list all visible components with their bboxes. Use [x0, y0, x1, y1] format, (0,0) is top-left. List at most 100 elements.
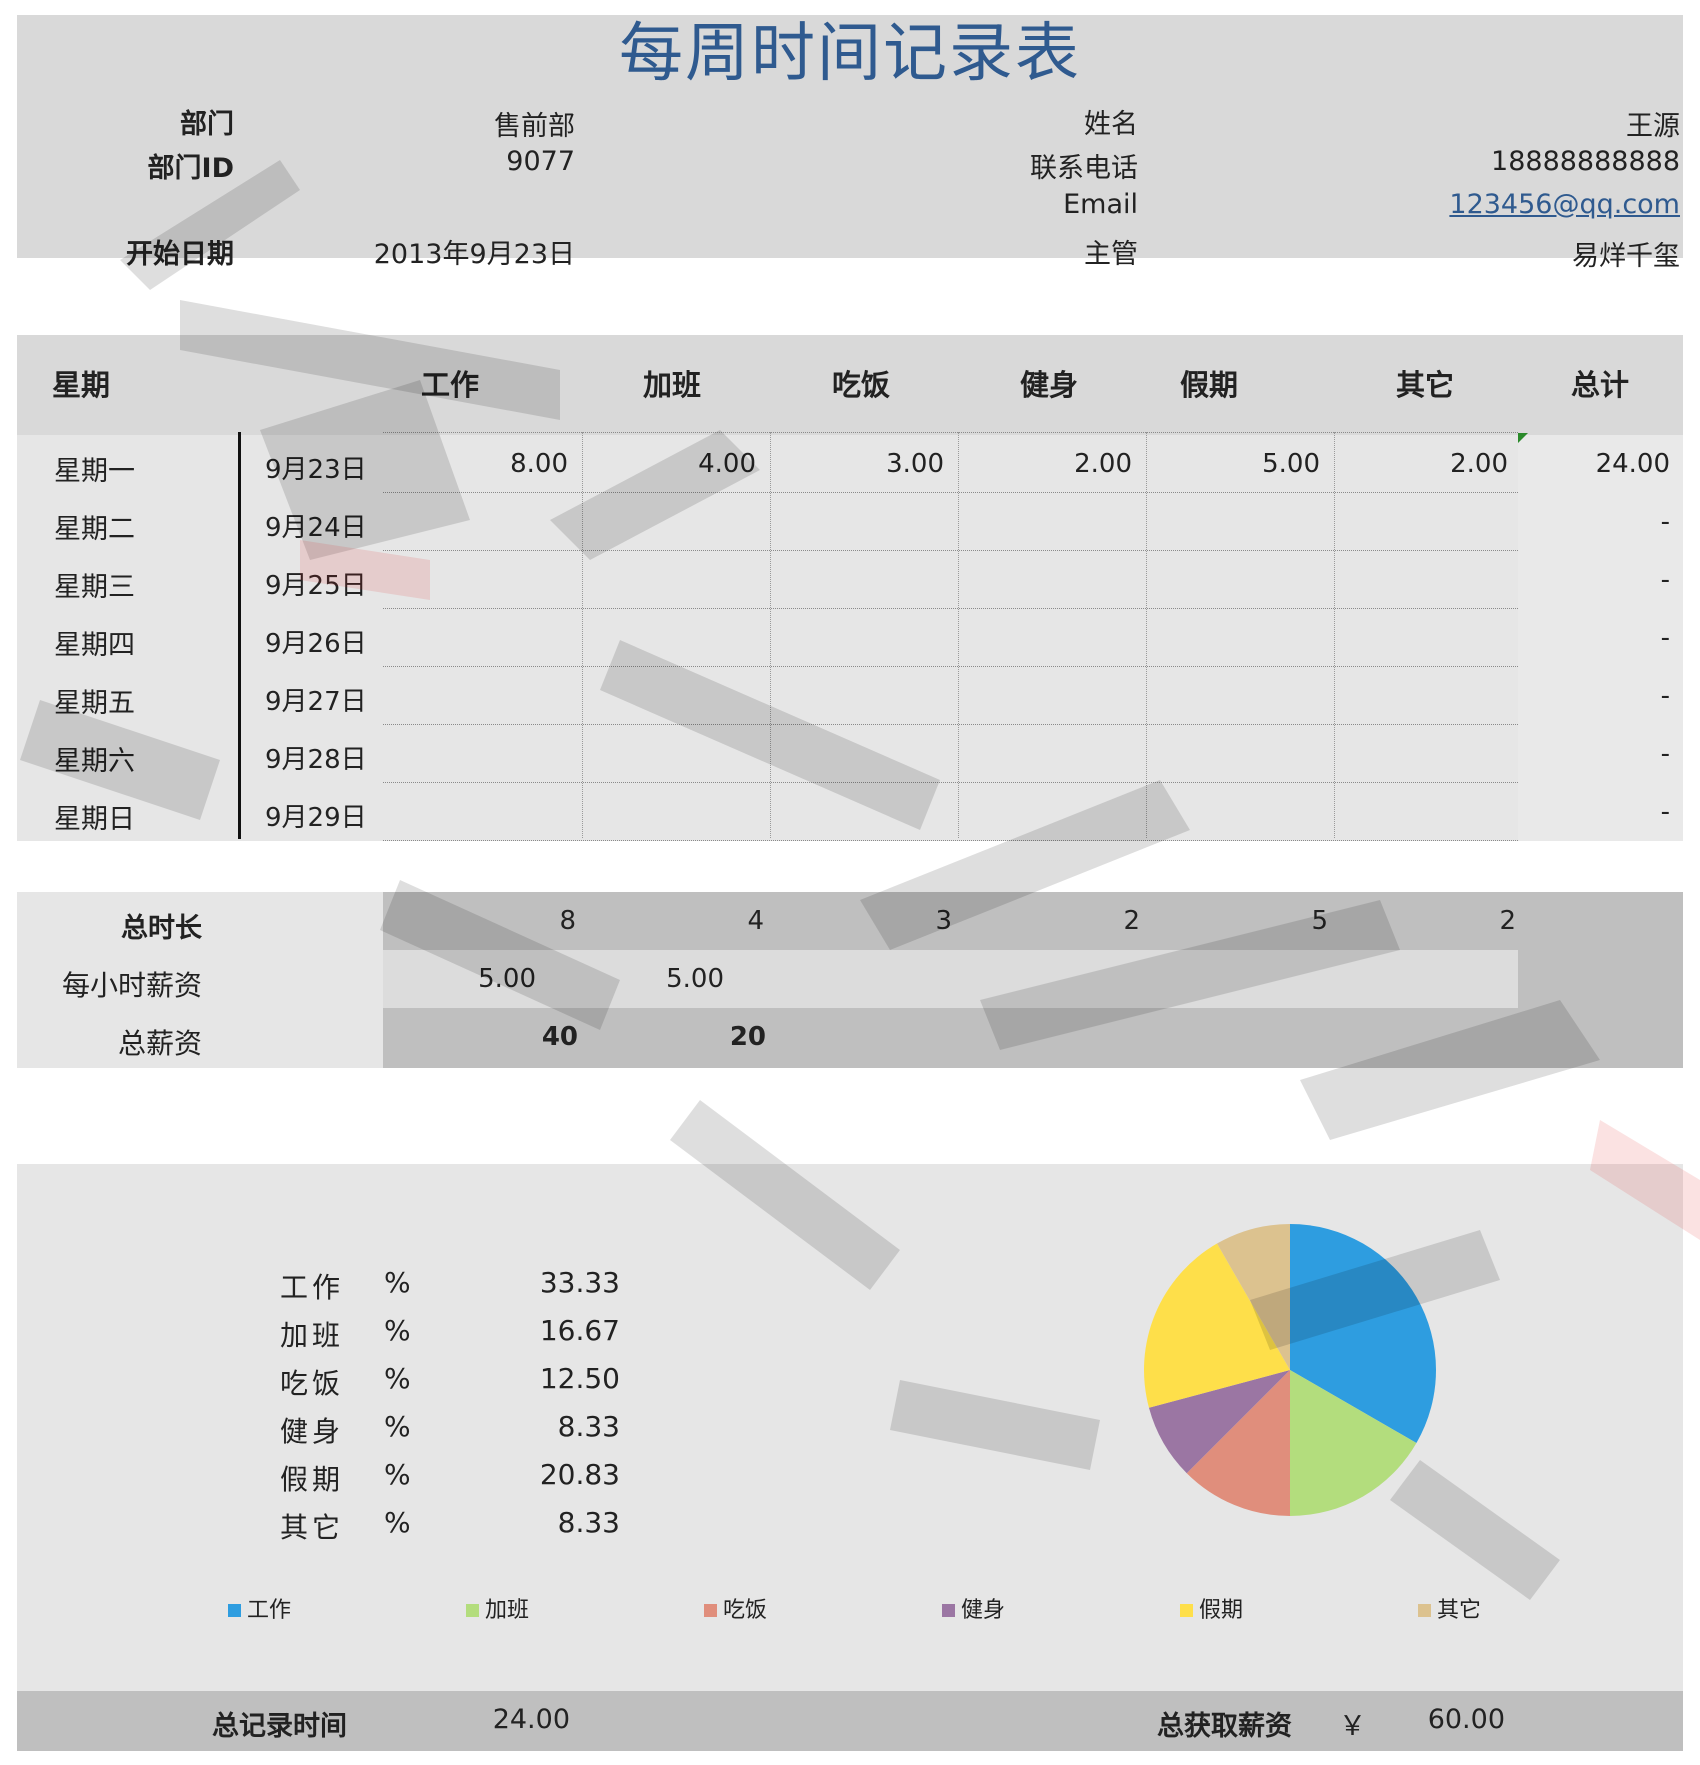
percent-value: 12.50: [539, 1362, 620, 1395]
manager-value[interactable]: 易烊千玺: [1572, 241, 1680, 272]
total-hours-label: 总时长: [121, 913, 202, 944]
date-cell: 9月29日: [265, 803, 367, 833]
comment-marker-icon: [1518, 433, 1528, 443]
legend-swatch: [1180, 1604, 1193, 1617]
total-pay-cell: 20: [729, 1022, 766, 1052]
percent-value: 16.67: [539, 1314, 620, 1347]
total-pay-cell: 40: [541, 1022, 578, 1052]
legend-item: 其它: [1418, 1592, 1481, 1624]
summary-rate-end: [1518, 950, 1683, 1008]
phone-value[interactable]: 18888888888: [1491, 146, 1680, 177]
header-fitness: 健身: [1020, 368, 1079, 402]
legend-label: 健身: [961, 1598, 1006, 1623]
summary-pay-bar: [383, 1008, 1683, 1068]
percent-value: 33.33: [539, 1266, 620, 1299]
date-cell: 9月27日: [265, 687, 367, 717]
percent-value: 8.33: [557, 1506, 620, 1539]
legend-label: 其它: [1437, 1598, 1482, 1623]
column-divider: [1146, 432, 1147, 838]
date-cell: 9月25日: [265, 571, 367, 601]
total-hours-cell: 2: [1499, 906, 1516, 936]
hourly-rate-cell[interactable]: 5.00: [666, 964, 724, 994]
email-link[interactable]: 123456@qq.com: [1449, 189, 1680, 220]
row-total-cell: -: [1660, 739, 1670, 769]
row-total-cell: -: [1660, 797, 1670, 827]
pie-slice-5[interactable]: [1143, 1243, 1290, 1408]
percent-row: 假期% 20.83: [280, 1458, 620, 1506]
page-title: 每周时间记录表: [17, 15, 1683, 93]
total-time-value: 24.00: [492, 1704, 570, 1735]
date-cell: 9月23日: [265, 455, 367, 485]
hours-cell[interactable]: 8.00: [510, 449, 568, 479]
percent-category: 加班: [280, 1319, 345, 1352]
percent-category: 健身: [280, 1415, 345, 1448]
row-total-cell: -: [1660, 681, 1670, 711]
weekday-label: 星期六: [54, 746, 135, 777]
pie-slice-1[interactable]: [1290, 1224, 1437, 1443]
percent-symbol: %: [384, 1266, 411, 1299]
total-hours-cell: 3: [935, 906, 952, 936]
hours-cell[interactable]: 4.00: [698, 449, 756, 479]
hourly-rate-cell[interactable]: 5.00: [478, 964, 536, 994]
percent-row: 健身% 8.33: [280, 1410, 620, 1458]
total-hours-cell: 5: [1311, 906, 1328, 936]
summary-rate-bar: [383, 950, 1518, 1008]
column-divider: [582, 432, 583, 838]
pie-slice-4[interactable]: [1148, 1370, 1290, 1474]
percent-category: 假期: [280, 1463, 345, 1496]
start-date-value[interactable]: 2013年9月23日: [373, 239, 575, 270]
pie-slice-3[interactable]: [1186, 1370, 1290, 1516]
legend-swatch: [466, 1604, 479, 1617]
header-weekday: 星期: [52, 368, 111, 402]
total-hours-cell: 2: [1123, 906, 1140, 936]
table-body: [17, 435, 1683, 841]
dept-value[interactable]: 售前部: [494, 111, 575, 142]
dept-id-value[interactable]: 9077: [506, 146, 575, 177]
name-label: 姓名: [1084, 109, 1138, 140]
table-header-row: [17, 335, 1683, 435]
weekday-label: 星期日: [54, 804, 135, 835]
total-column: [1518, 435, 1683, 841]
hours-cell[interactable]: 2.00: [1450, 449, 1508, 479]
row-divider: [383, 492, 1518, 493]
pie-slice-2[interactable]: [1290, 1370, 1417, 1516]
row-divider: [383, 608, 1518, 609]
header-other: 其它: [1396, 368, 1455, 402]
total-time-label: 总记录时间: [212, 1711, 347, 1742]
date-cell: 9月26日: [265, 629, 367, 659]
percent-symbol: %: [384, 1506, 411, 1539]
row-divider: [383, 782, 1518, 783]
row-divider: [383, 666, 1518, 667]
start-date-label: 开始日期: [126, 239, 234, 270]
legend-swatch: [942, 1604, 955, 1617]
percent-symbol: %: [384, 1458, 411, 1491]
legend-label: 吃饭: [723, 1598, 768, 1623]
legend-swatch: [1418, 1604, 1431, 1617]
total-earned-label: 总获取薪资: [1157, 1711, 1292, 1742]
pie-slice-6[interactable]: [1217, 1224, 1290, 1370]
percent-value: 20.83: [539, 1458, 620, 1491]
row-total-cell: -: [1660, 623, 1670, 653]
legend-item: 加班: [466, 1592, 529, 1624]
name-value[interactable]: 王源: [1626, 111, 1680, 142]
dept-label: 部门: [180, 109, 234, 140]
row-total-cell: -: [1660, 565, 1670, 595]
row-total-cell: -: [1660, 507, 1670, 537]
header-vacation: 假期: [1180, 368, 1239, 402]
legend-item: 健身: [942, 1592, 1005, 1624]
summary-hours-bar: [383, 892, 1683, 950]
hours-cell[interactable]: 5.00: [1262, 449, 1320, 479]
phone-label: 联系电话: [1030, 153, 1138, 184]
percent-row: 其它% 8.33: [280, 1506, 620, 1554]
footer-bar: [17, 1691, 1683, 1751]
date-cell: 9月24日: [265, 513, 367, 543]
hours-cell[interactable]: 2.00: [1074, 449, 1132, 479]
hours-cell[interactable]: 3.00: [886, 449, 944, 479]
legend-label: 工作: [247, 1598, 292, 1623]
percent-row: 吃饭% 12.50: [280, 1362, 620, 1410]
column-divider: [1334, 432, 1335, 838]
legend-swatch: [228, 1604, 241, 1617]
date-divider: [238, 432, 241, 839]
row-divider: [383, 724, 1518, 725]
total-hours-cell: 4: [747, 906, 764, 936]
